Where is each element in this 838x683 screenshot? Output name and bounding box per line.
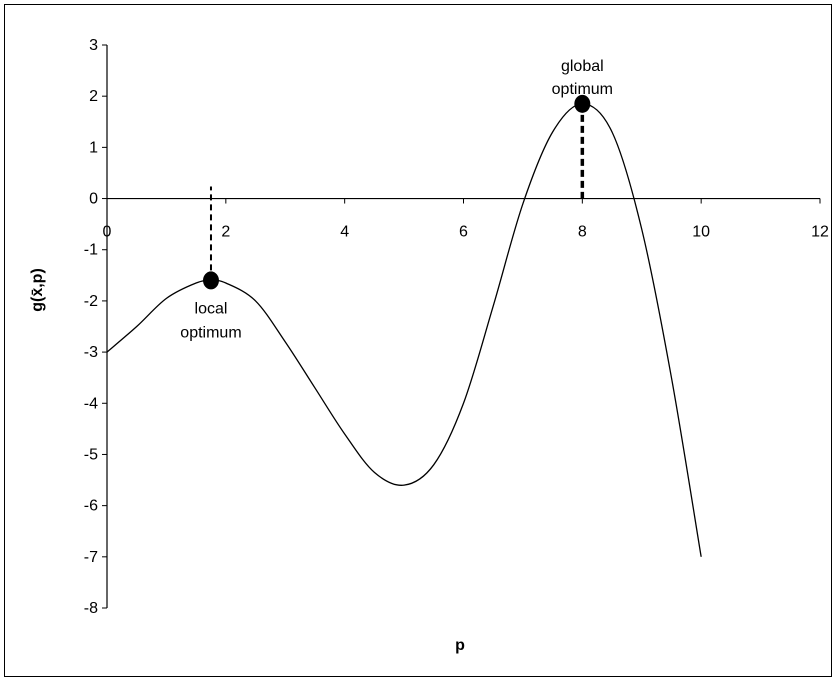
x-axis-title: p [455, 637, 465, 654]
y-tick-label: 0 [89, 191, 98, 208]
chart-frame [4, 4, 832, 677]
x-tick-label: 4 [340, 224, 349, 241]
y-tick-label: 2 [89, 88, 98, 105]
local-optimum-marker [202, 271, 219, 290]
x-tick-label: 6 [459, 224, 468, 241]
x-tick-label: 0 [103, 224, 112, 241]
y-tick-label: -1 [84, 242, 98, 259]
x-tick-label: 10 [692, 224, 710, 241]
y-tick-label: 3 [89, 37, 98, 54]
y-tick-label: -2 [84, 293, 98, 310]
y-tick-label: -3 [84, 344, 98, 361]
y-tick-label: 1 [89, 139, 98, 156]
x-tick-label: 8 [578, 224, 587, 241]
x-tick-label: 2 [221, 224, 230, 241]
y-tick-label: -6 [84, 498, 98, 515]
y-tick-label: -7 [84, 549, 98, 566]
y-tick-label: -5 [84, 446, 98, 463]
global-optimum-label-line1: global [561, 58, 604, 75]
y-tick-label: -8 [84, 600, 98, 617]
local-optimum-label-line1: local [195, 300, 228, 317]
global-optimum-marker [574, 94, 591, 113]
local-optimum-label-line2: optimum [180, 324, 241, 341]
x-tick-label: 12 [811, 224, 829, 241]
global-optimum-label-line2: optimum [552, 81, 613, 98]
y-axis-title: g(x̄,p) [29, 268, 46, 312]
annotation-layer: local optimum global optimum [180, 58, 613, 342]
y-tick-label: -4 [84, 395, 98, 412]
